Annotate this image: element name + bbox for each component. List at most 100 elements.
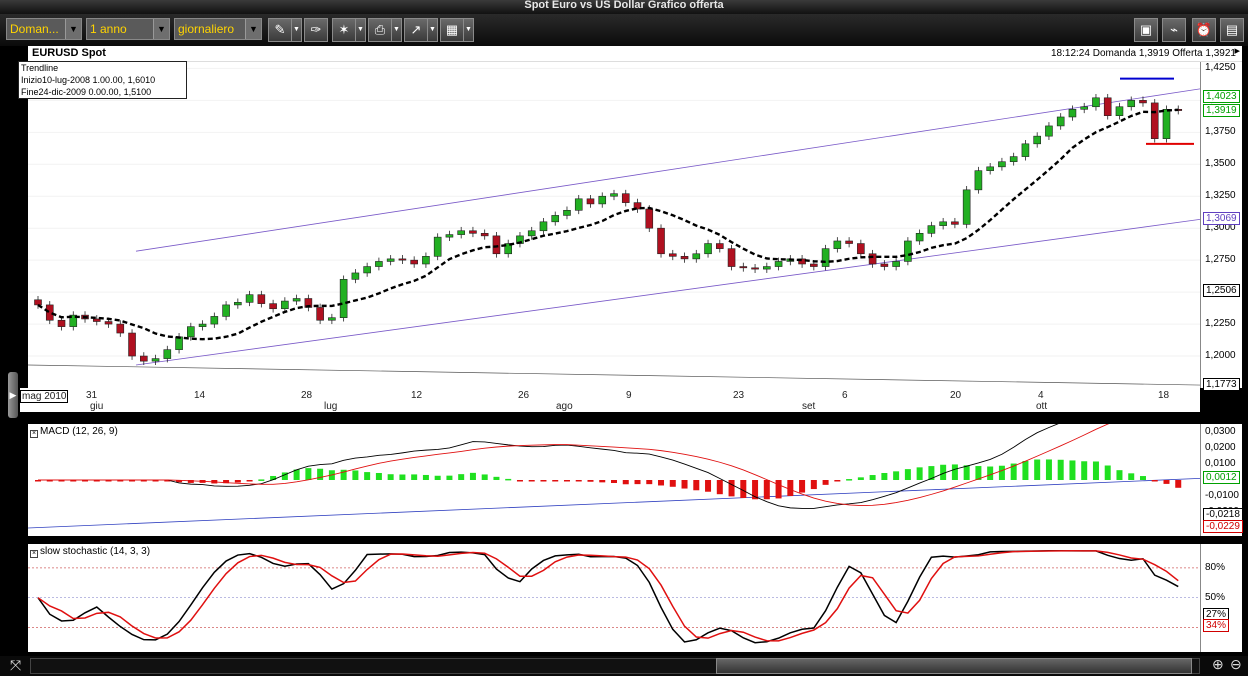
- candle: [751, 267, 759, 270]
- candle: [892, 261, 900, 267]
- chart-type-icon[interactable]: ↗: [404, 18, 428, 42]
- candle: [551, 215, 560, 223]
- trendline-end: Fine24-dic-2009 0.00.00, 1,5100: [21, 87, 152, 97]
- price-type-select[interactable]: Doman... ▼: [6, 18, 82, 40]
- macd-histogram-bar: [951, 464, 958, 480]
- macd-histogram-bar: [563, 480, 570, 482]
- macd-histogram-bar: [422, 474, 429, 480]
- macd-histogram-bar: [1045, 459, 1052, 480]
- candle: [398, 258, 407, 261]
- pencil-icon[interactable]: ✎: [268, 18, 292, 42]
- macd-histogram-bar: [928, 466, 935, 480]
- chevron-down-icon[interactable]: ▼: [464, 18, 474, 42]
- price-tick-label: 1,3000: [1205, 222, 1236, 234]
- candle: [727, 248, 736, 267]
- candle: [586, 198, 595, 205]
- macd-histogram-bar: [411, 474, 418, 480]
- macd-histogram-bar: [904, 469, 911, 480]
- print-icon[interactable]: ⎙: [368, 18, 392, 42]
- magic-icon[interactable]: ✶: [332, 18, 356, 42]
- candle: [998, 161, 1006, 168]
- macd-histogram-bar: [117, 480, 124, 482]
- candle: [915, 233, 924, 242]
- macd-histogram-bar: [187, 480, 194, 483]
- close-icon[interactable]: ×: [30, 430, 38, 438]
- close-icon[interactable]: ▸: [1234, 45, 1240, 57]
- fullscreen-icon[interactable]: ⤧: [10, 657, 22, 673]
- candle: [974, 170, 983, 191]
- price-chart[interactable]: [27, 62, 1201, 388]
- zoom-out-icon[interactable]: ⊖: [1230, 656, 1242, 672]
- macd-histogram-bar: [846, 479, 853, 481]
- notes-icon[interactable]: ▤: [1220, 18, 1244, 42]
- macd-histogram-bar: [152, 480, 159, 482]
- period-select[interactable]: 1 anno ▼: [86, 18, 170, 40]
- price-tick-label: 1,2250: [1205, 318, 1236, 330]
- zoom-in-icon[interactable]: ⊕: [1212, 656, 1224, 672]
- stochastic-chart[interactable]: [28, 544, 1200, 652]
- chart-icon[interactable]: ⌁: [1162, 18, 1186, 42]
- grid-icon[interactable]: ▦: [440, 18, 464, 42]
- macd-chart[interactable]: [27, 407, 1201, 536]
- macd-header: × MACD (12, 26, 9): [30, 426, 118, 438]
- stochastic-header: × slow stochastic (14, 3, 3): [30, 546, 150, 558]
- price-axis[interactable]: 1,42501,40001,37501,35001,32501,30001,27…: [1200, 62, 1242, 392]
- candle: [469, 230, 477, 234]
- time-axis-day-label: 18: [1158, 390, 1170, 401]
- chevron-down-icon[interactable]: ▼: [292, 18, 302, 42]
- price-marker-label: 1,2506: [1203, 284, 1240, 298]
- chevron-down-icon[interactable]: ▼: [245, 19, 261, 39]
- window-title-bar: Spot Euro vs US Dollar Grafico offerta: [0, 0, 1248, 14]
- candle: [422, 256, 430, 265]
- macd-histogram-bar: [481, 474, 488, 480]
- macd-panel[interactable]: × MACD (12, 26, 9): [27, 407, 1201, 536]
- candle: [621, 193, 630, 203]
- candle: [480, 233, 489, 237]
- sidebar-expand-handle[interactable]: ▶: [8, 372, 18, 418]
- main-panel-header: EURUSD Spot 18:12:24 Domanda 1,3919 Offe…: [28, 45, 1242, 62]
- alarm-icon[interactable]: ⏰: [1192, 18, 1216, 42]
- macd-histogram-bar: [129, 480, 136, 482]
- chevron-down-icon[interactable]: ▼: [392, 18, 402, 42]
- chart-scroll-thumb[interactable]: [716, 658, 1192, 674]
- macd-histogram-bar: [740, 480, 747, 499]
- time-axis[interactable]: mag 2010 31 14 28 12 26 9 23 6 20 4 18 giu lug ago set…: [20, 388, 1200, 412]
- quote-readout: 18:12:24 Domanda 1,3919 Offerta 1,3921: [1051, 48, 1236, 59]
- chevron-down-icon[interactable]: ▼: [153, 19, 169, 39]
- chevron-down-icon[interactable]: ▼: [65, 19, 81, 39]
- stochastic-tick-label: 80%: [1205, 561, 1226, 573]
- macd-histogram-bar: [1069, 460, 1076, 480]
- candle: [433, 236, 442, 257]
- candle: [633, 202, 642, 210]
- macd-histogram-bar: [669, 480, 676, 487]
- macd-histogram-bar: [693, 480, 700, 491]
- macd-histogram-bar: [940, 464, 947, 480]
- close-icon[interactable]: ×: [30, 550, 38, 558]
- pin-icon[interactable]: ✑: [304, 18, 328, 42]
- macd-histogram-bar: [763, 480, 770, 500]
- chevron-down-icon[interactable]: ▼: [356, 18, 366, 42]
- interval-select[interactable]: giornaliero ▼: [174, 18, 262, 40]
- candle: [363, 266, 371, 274]
- stochastic-tick-label: 50%: [1205, 591, 1226, 603]
- candle: [175, 336, 183, 350]
- stochastic-panel[interactable]: × slow stochastic (14, 3, 3): [28, 544, 1200, 652]
- time-axis-day-label: 23: [733, 390, 745, 401]
- macd-histogram-bar: [857, 477, 864, 480]
- candle: [739, 266, 748, 269]
- macd-histogram-bar: [540, 480, 547, 482]
- macd-histogram-bar: [752, 480, 759, 500]
- macd-marker-label: 0,0012: [1203, 471, 1240, 485]
- stochastic-axis[interactable]: 80% 50% 27% 34%: [1200, 544, 1242, 652]
- macd-axis[interactable]: 0,03000,02000,01000,0000-0,0100-0,0200-0…: [1200, 424, 1243, 536]
- monitor-icon[interactable]: ▣: [1134, 18, 1158, 42]
- macd-histogram-bar: [352, 470, 359, 480]
- trendline-bottom: [27, 364, 1201, 386]
- stochastic-marker-label: 34%: [1203, 618, 1230, 632]
- price-chart-panel[interactable]: [27, 62, 1201, 388]
- time-axis-day-label: 26: [518, 390, 530, 401]
- macd-histogram-bar: [82, 480, 89, 482]
- instrument-label: EURUSD Spot: [32, 47, 106, 59]
- moving-average-line: [37, 108, 1179, 341]
- chevron-down-icon[interactable]: ▼: [428, 18, 438, 42]
